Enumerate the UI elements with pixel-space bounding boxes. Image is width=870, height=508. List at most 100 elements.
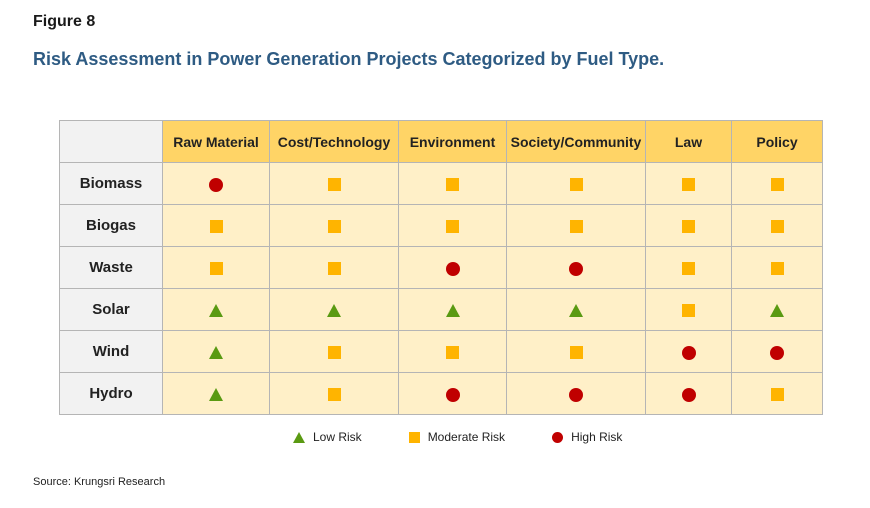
risk-cell <box>398 204 507 247</box>
risk-cell <box>162 204 270 247</box>
risk-cell <box>506 372 646 415</box>
risk-cell <box>731 246 823 289</box>
risk-cell <box>506 204 646 247</box>
moderate-risk-square <box>327 178 341 192</box>
risk-cell <box>645 330 732 373</box>
high-risk-circle <box>770 345 784 360</box>
corner-cell <box>59 120 163 163</box>
source-note: Source: Krungsri Research <box>33 476 166 488</box>
row-label: Biogas <box>59 204 163 247</box>
row-label: Hydro <box>59 372 163 415</box>
circle-icon <box>552 431 564 443</box>
risk-cell <box>645 204 732 247</box>
risk-cell <box>398 330 507 373</box>
legend-item-high: High Risk <box>552 430 622 444</box>
risk-cell <box>269 204 399 247</box>
risk-cell <box>398 372 507 415</box>
high-risk-circle <box>445 387 460 402</box>
risk-cell <box>506 330 646 373</box>
risk-cell <box>269 330 399 373</box>
table-row: Biomass <box>59 162 823 205</box>
legend-label: Low Risk <box>313 430 362 444</box>
risk-cell <box>731 162 823 205</box>
moderate-risk-square <box>209 262 223 276</box>
legend-label: Moderate Risk <box>427 430 506 444</box>
risk-cell <box>645 288 732 331</box>
triangle-icon <box>293 431 305 443</box>
low-risk-triangle <box>209 346 223 360</box>
high-risk-circle <box>681 387 696 402</box>
moderate-risk-square <box>770 388 784 402</box>
column-header: Society/Community <box>506 120 646 163</box>
moderate-risk-square <box>209 220 223 234</box>
column-header: Cost/Technology <box>269 120 399 163</box>
risk-cell <box>645 372 732 415</box>
moderate-risk-square <box>327 346 341 360</box>
moderate-risk-square <box>327 220 341 234</box>
column-header: Raw Material <box>162 120 270 163</box>
risk-cell <box>398 162 507 205</box>
legend-item-moderate: Moderate Risk <box>408 430 506 444</box>
low-risk-triangle <box>569 304 583 318</box>
low-risk-triangle <box>209 388 223 402</box>
risk-cell <box>269 162 399 205</box>
low-risk-triangle <box>327 304 341 318</box>
risk-cell <box>162 162 270 205</box>
row-label: Biomass <box>59 162 163 205</box>
risk-cell <box>645 246 732 289</box>
high-risk-circle <box>681 345 696 360</box>
high-risk-circle <box>569 261 583 276</box>
moderate-risk-square <box>770 262 784 276</box>
moderate-risk-square <box>682 178 695 192</box>
risk-cell <box>506 288 646 331</box>
risk-cell <box>162 330 270 373</box>
moderate-risk-square <box>770 220 784 234</box>
moderate-risk-square <box>682 262 695 276</box>
moderate-risk-square <box>327 388 341 402</box>
high-risk-circle <box>209 177 223 192</box>
header-row: Raw Material Cost/Technology Environment… <box>59 120 823 163</box>
moderate-risk-square <box>327 262 341 276</box>
row-label: Solar <box>59 288 163 331</box>
risk-cell <box>269 246 399 289</box>
column-header: Policy <box>731 120 823 163</box>
low-risk-triangle <box>209 304 223 318</box>
risk-cell <box>162 246 270 289</box>
high-risk-circle <box>569 387 583 402</box>
row-label: Wind <box>59 330 163 373</box>
risk-cell <box>731 204 823 247</box>
risk-cell <box>398 288 507 331</box>
column-header: Law <box>645 120 732 163</box>
high-risk-circle <box>445 261 460 276</box>
risk-cell <box>162 372 270 415</box>
square-icon <box>408 431 420 443</box>
risk-cell <box>645 162 732 205</box>
low-risk-triangle <box>445 304 460 318</box>
risk-cell <box>269 372 399 415</box>
moderate-risk-square <box>770 178 784 192</box>
table-row: Hydro <box>59 372 823 415</box>
table-row: Wind <box>59 330 823 373</box>
risk-cell <box>506 246 646 289</box>
column-header: Environment <box>398 120 507 163</box>
moderate-risk-square <box>446 178 459 192</box>
moderate-risk-square <box>569 178 583 192</box>
moderate-risk-square <box>569 220 583 234</box>
low-risk-triangle <box>770 304 784 318</box>
risk-cell <box>506 162 646 205</box>
moderate-risk-square <box>682 220 695 234</box>
legend: Low Risk Moderate Risk High Risk <box>293 430 669 444</box>
risk-cell <box>731 330 823 373</box>
risk-table: Raw Material Cost/Technology Environment… <box>59 120 823 415</box>
risk-cell <box>162 288 270 331</box>
risk-cell <box>269 288 399 331</box>
risk-cell <box>731 372 823 415</box>
table-row: Solar <box>59 288 823 331</box>
moderate-risk-square <box>446 346 459 360</box>
moderate-risk-square <box>569 346 583 360</box>
legend-label: High Risk <box>571 430 623 444</box>
table-row: Waste <box>59 246 823 289</box>
risk-cell <box>731 288 823 331</box>
legend-item-low: Low Risk <box>293 430 362 444</box>
row-label: Waste <box>59 246 163 289</box>
